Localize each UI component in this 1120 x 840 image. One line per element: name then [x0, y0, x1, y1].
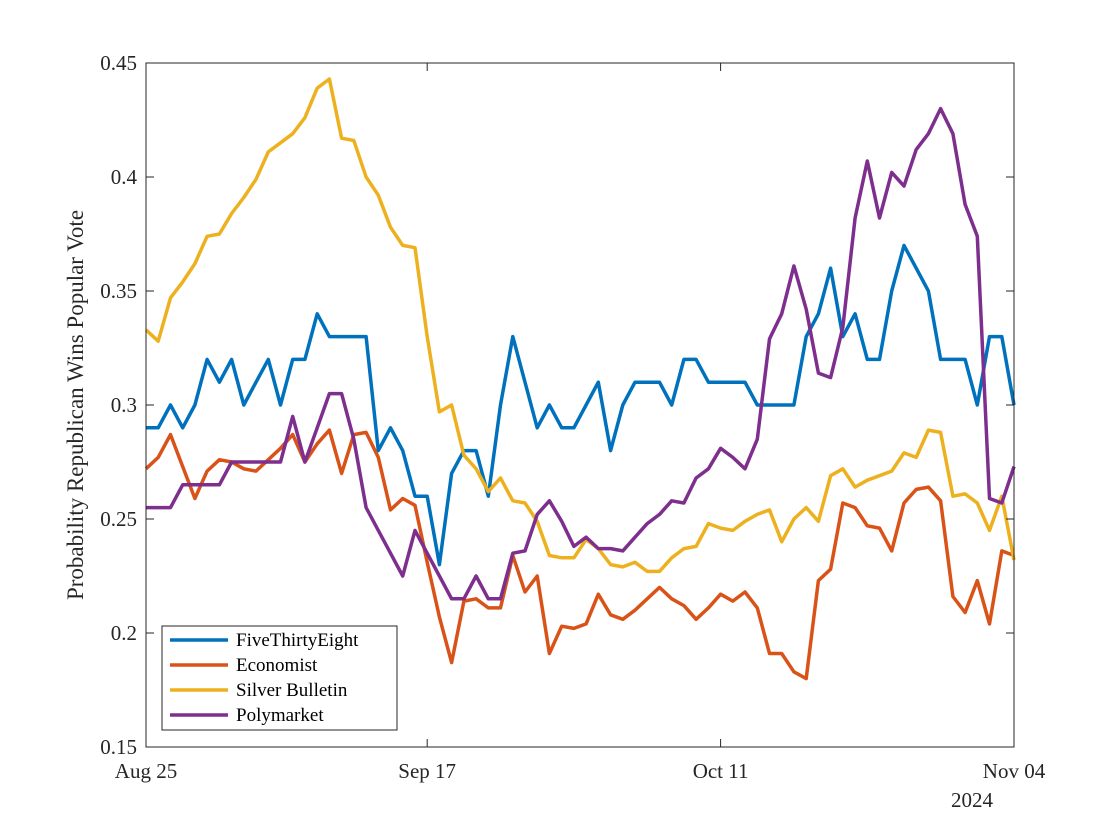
- x-tick-label: Oct 11: [693, 759, 749, 783]
- y-tick-label: 0.2: [111, 621, 137, 645]
- series-line-economist: [144, 428, 1015, 681]
- y-tick-label: 0.35: [100, 279, 137, 303]
- legend: FiveThirtyEight Economist Silver Bulletin P…: [161, 625, 398, 731]
- x-tick-label: Aug 25: [115, 759, 177, 783]
- legend-label: FiveThirtyEight: [236, 630, 359, 651]
- x-tick-label: Nov 04: [983, 759, 1046, 783]
- y-axis: 0.15 0.2 0.25 0.3 0.35 0.4 0.45: [100, 51, 1014, 759]
- x-tick-label: Sep 17: [398, 759, 456, 783]
- y-tick-label: 0.15: [100, 735, 137, 759]
- legend-box: [161, 625, 398, 731]
- series-line-silver-bulletin: [144, 77, 1016, 574]
- y-axis-title: Probability Republican Wins Popular Vote: [63, 210, 88, 600]
- series-line-polymarket: [146, 106, 1016, 601]
- x-year-label: 2024: [951, 788, 994, 812]
- series-layer: [144, 77, 1016, 681]
- series-line-fivethirtyeight: [146, 243, 1016, 567]
- legend-label: Economist: [236, 655, 318, 676]
- y-tick-label: 0.4: [111, 165, 138, 189]
- y-tick-label: 0.3: [111, 393, 137, 417]
- y-tick-label: 0.45: [100, 51, 137, 75]
- y-tick-label: 0.25: [100, 507, 137, 531]
- legend-label: Silver Bulletin: [236, 680, 348, 701]
- legend-label: Polymarket: [236, 705, 324, 726]
- x-axis: Aug 25 Sep 17 Oct 11 Nov 04: [115, 63, 1046, 783]
